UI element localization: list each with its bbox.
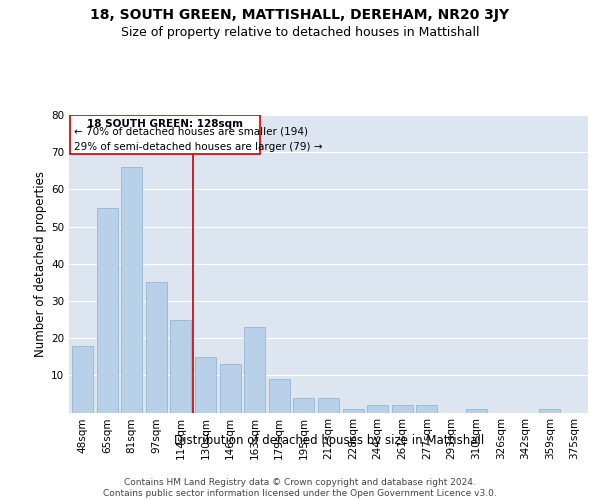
Bar — [170, 320, 191, 412]
Bar — [195, 356, 216, 412]
Bar — [244, 327, 265, 412]
Text: 29% of semi-detached houses are larger (79) →: 29% of semi-detached houses are larger (… — [74, 142, 322, 152]
Bar — [367, 405, 388, 412]
Bar — [539, 409, 560, 412]
Bar — [97, 208, 118, 412]
Bar — [466, 409, 487, 412]
Bar — [121, 167, 142, 412]
Y-axis label: Number of detached properties: Number of detached properties — [34, 171, 47, 357]
Bar — [146, 282, 167, 412]
Bar — [72, 346, 93, 412]
Text: Contains HM Land Registry data © Crown copyright and database right 2024.
Contai: Contains HM Land Registry data © Crown c… — [103, 478, 497, 498]
Bar — [392, 405, 413, 412]
Bar — [343, 409, 364, 412]
Text: Size of property relative to detached houses in Mattishall: Size of property relative to detached ho… — [121, 26, 479, 39]
Bar — [318, 398, 339, 412]
FancyBboxPatch shape — [70, 115, 260, 154]
Bar — [269, 379, 290, 412]
Text: ← 70% of detached houses are smaller (194): ← 70% of detached houses are smaller (19… — [74, 126, 308, 136]
Bar — [220, 364, 241, 412]
Bar — [293, 398, 314, 412]
Text: 18 SOUTH GREEN: 128sqm: 18 SOUTH GREEN: 128sqm — [87, 118, 243, 128]
Bar — [416, 405, 437, 412]
Text: Distribution of detached houses by size in Mattishall: Distribution of detached houses by size … — [173, 434, 484, 447]
Text: 18, SOUTH GREEN, MATTISHALL, DEREHAM, NR20 3JY: 18, SOUTH GREEN, MATTISHALL, DEREHAM, NR… — [91, 8, 509, 22]
